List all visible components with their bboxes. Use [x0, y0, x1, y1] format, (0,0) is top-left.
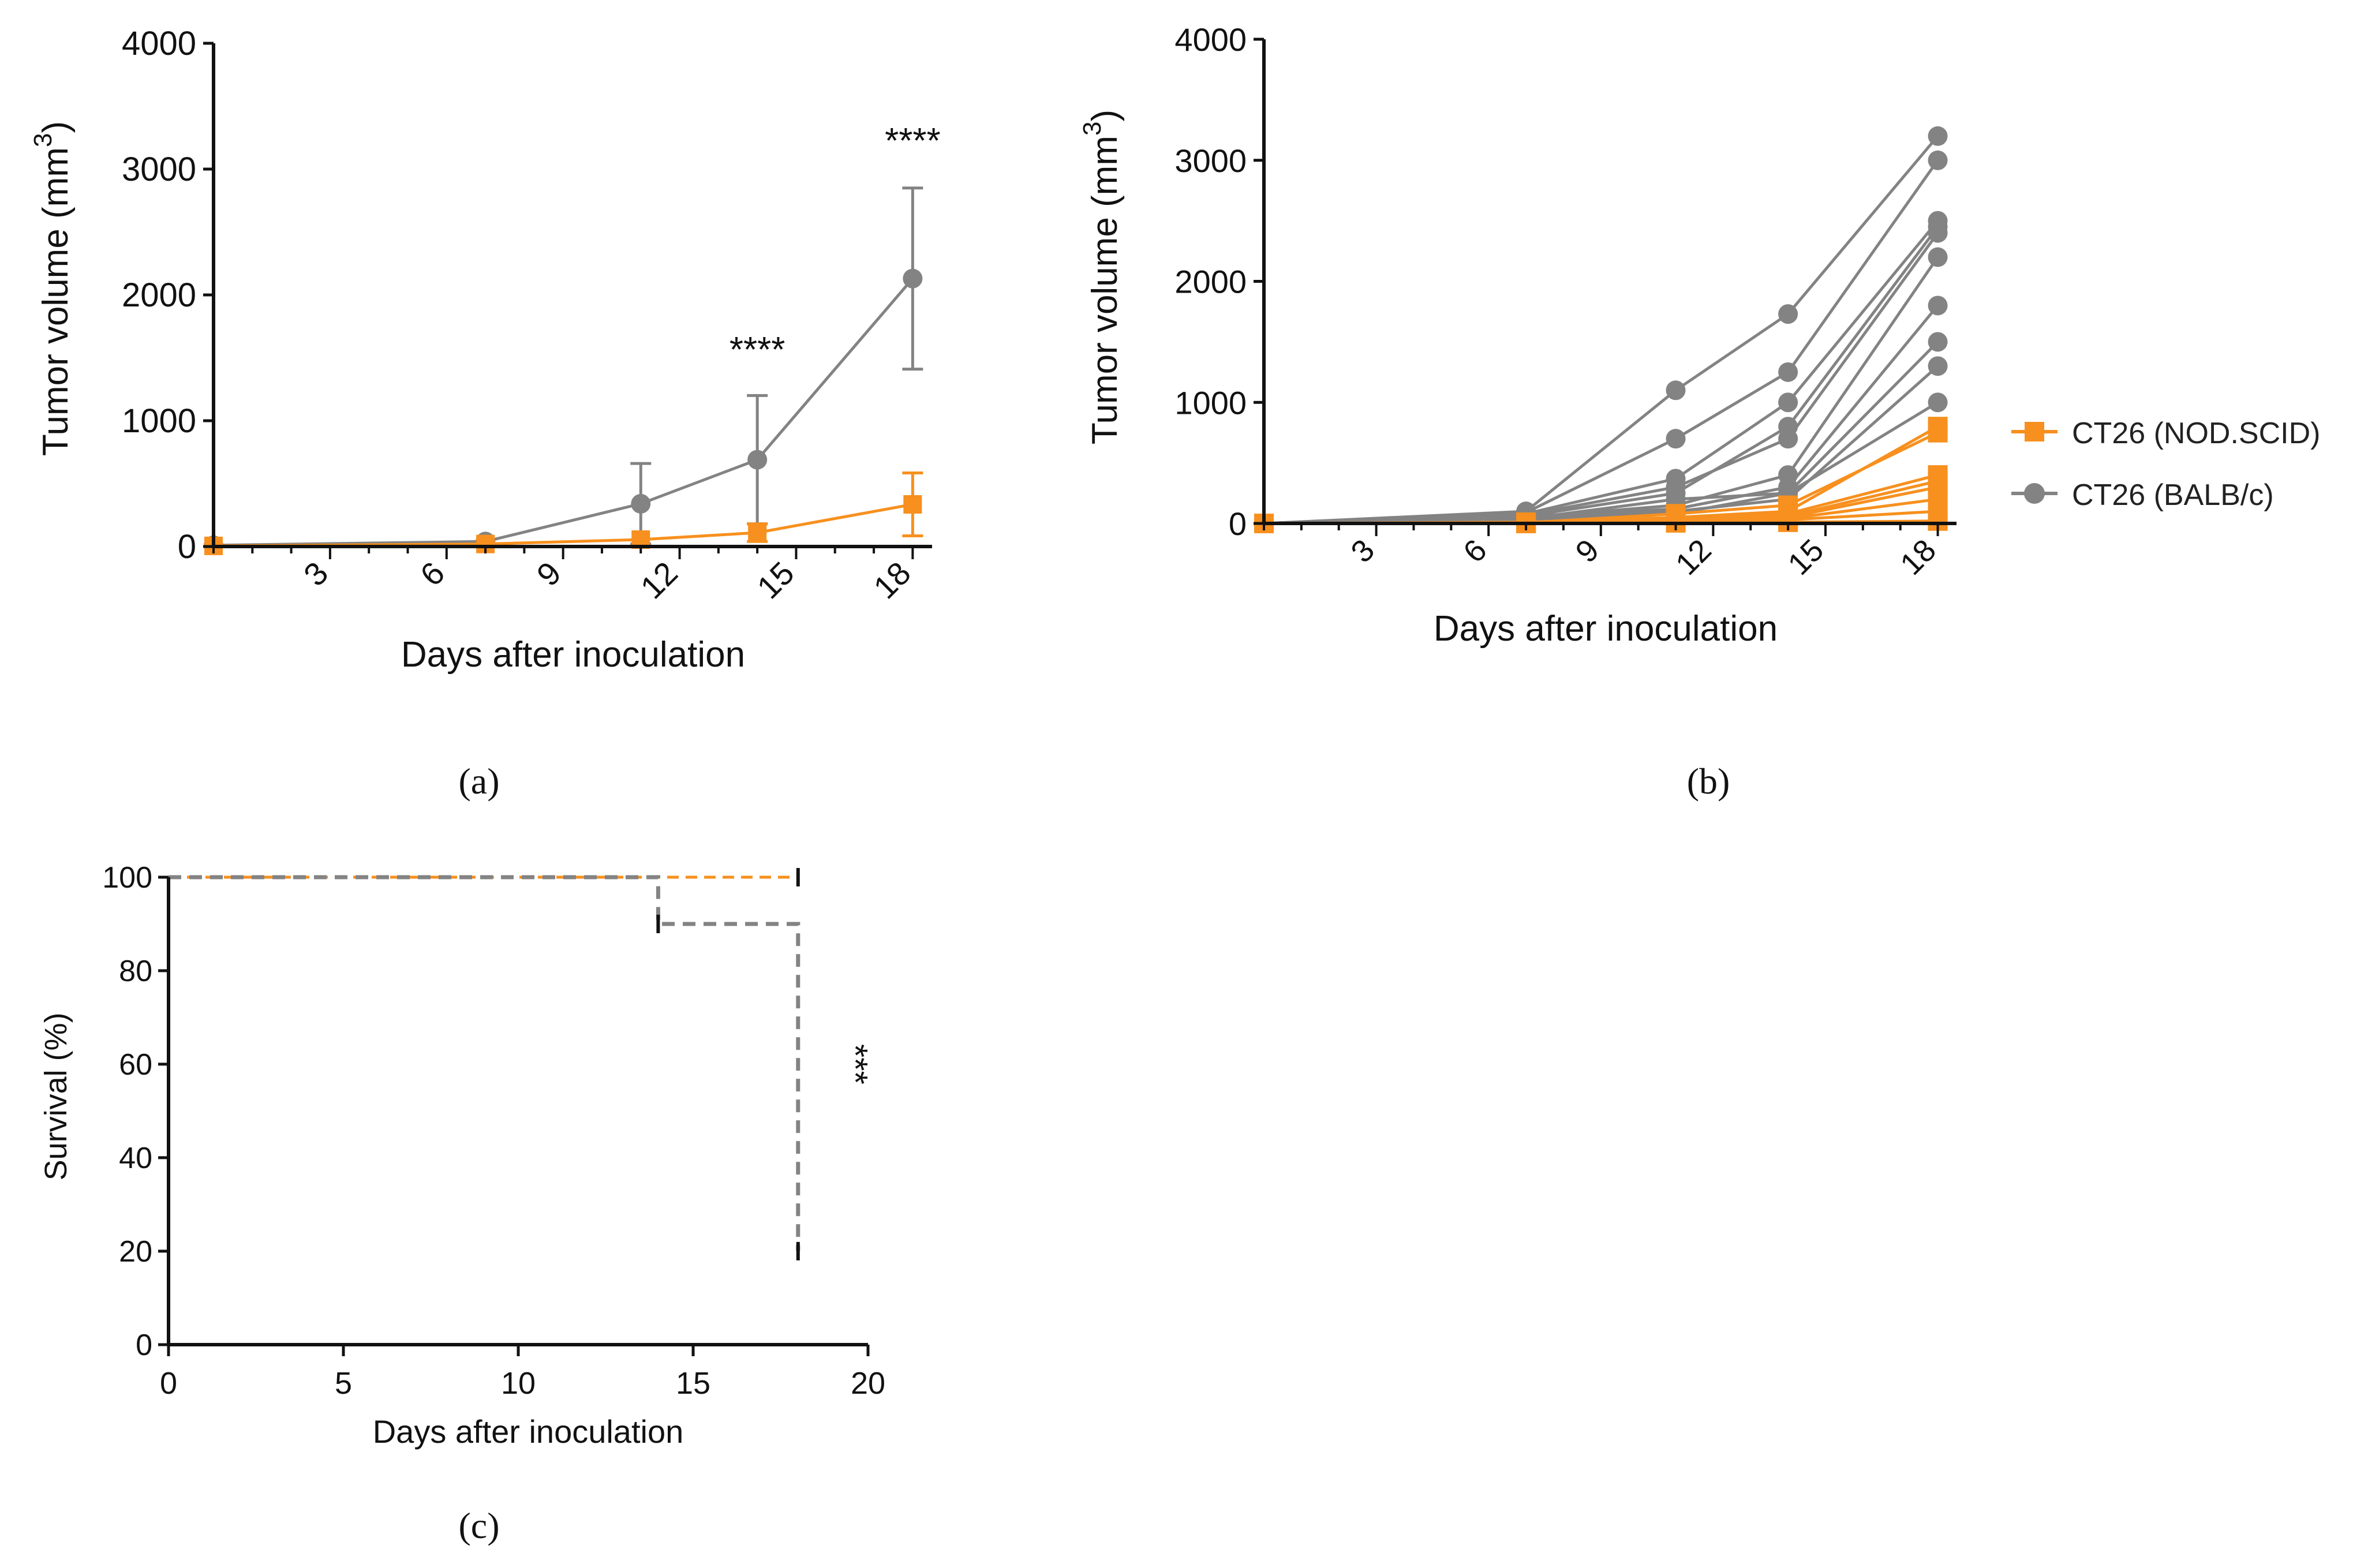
panel-b-balb-c-point — [1928, 126, 1948, 146]
panel-a-data-point — [748, 523, 767, 542]
panel-b-balb-c-point — [1778, 304, 1798, 324]
panel-a-data-point — [903, 495, 922, 514]
panel-a-y-tick-label: 1000 — [122, 402, 196, 440]
panel-c-y-axis-title: Survival (%) — [39, 1012, 73, 1180]
panel-c-y-tick-label: 80 — [119, 955, 152, 988]
panel-a-x-tick-label: 3 — [297, 555, 335, 593]
panel-b-x-tick-label: 6 — [1457, 533, 1494, 570]
legend-item-nod-scid: CT26 (NOD.SCID) — [2011, 417, 2320, 450]
panel-a-label: (a) — [458, 761, 499, 802]
panel-a-y-tick-label: 3000 — [122, 151, 196, 188]
panel-b-x-axis-title: Days after inoculation — [1434, 609, 1778, 649]
panel-a-y-axis-title: Tumor volume (mm3) — [29, 121, 76, 456]
panel-b-y-tick-label: 0 — [1229, 506, 1247, 542]
panel-a-x-tick-label: 12 — [633, 555, 684, 606]
panel-c-x-axis-title: Days after inoculation — [373, 1413, 684, 1450]
panel-a-y-tick-label: 2000 — [122, 276, 196, 314]
panel-a-x-axis-title: Days after inoculation — [401, 635, 745, 675]
panel-b-balb-c-point — [1928, 150, 1948, 170]
panel-a-significance-label: **** — [730, 330, 785, 370]
legend-square-marker — [2025, 422, 2044, 441]
panel-b-balb-c-point — [1928, 217, 1948, 237]
panel-c-y-tick-label: 20 — [119, 1235, 152, 1268]
panel-c-survival-curve-1 — [169, 875, 800, 1251]
panel-b-nod-scid-point — [1928, 422, 1948, 443]
panel-b-balb-c-line — [1263, 304, 1939, 525]
panel-a-data-point — [631, 493, 651, 514]
legend-label-nod-scid: CT26 (NOD.SCID) — [2072, 417, 2320, 450]
panel-a-significance-label: **** — [885, 121, 941, 161]
panel-b-x-tick-label: 15 — [1782, 533, 1831, 582]
panel-c-x-tick-label: 15 — [676, 1366, 710, 1401]
panel-b-balb-c-point — [1666, 380, 1686, 401]
panel-a-x-tick-label: 9 — [530, 555, 568, 593]
panel-b-y-tick-label: 4000 — [1174, 21, 1247, 58]
panel-a-series-line-1 — [213, 503, 913, 548]
panel-c-y-tick-label: 40 — [119, 1142, 152, 1175]
panel-b-x-tick-label: 12 — [1669, 533, 1718, 582]
panel-a-data-point — [747, 450, 768, 470]
panel-b-y-axis-title: Tumor volume (mm3) — [1078, 110, 1125, 444]
panel-c-x-tick-label: 5 — [335, 1366, 352, 1401]
panel-c-x-tick-label: 0 — [160, 1366, 177, 1401]
panel-a-y-tick-label: 4000 — [122, 25, 196, 62]
panel-b-x-tick-label: 18 — [1894, 533, 1943, 582]
panel-a-series-line-0 — [213, 278, 914, 547]
panel-b-x-tick-label: 3 — [1344, 533, 1381, 570]
panel-c-y-tick-label: 100 — [102, 861, 152, 895]
panel-b-balb-c-point — [1928, 247, 1948, 267]
panel-c-x-tick-label: 10 — [501, 1366, 536, 1401]
panel-b-x-tick-label: 9 — [1569, 533, 1606, 570]
panel-b-balb-c-point — [1928, 392, 1948, 413]
legend-circle-marker — [2024, 483, 2045, 504]
panel-b-chart: 0 1000 2000 3000 4000 3 6 9 12 15 18 Tumor volume … — [1078, 21, 2320, 802]
panel-c-chart: *** 0 20 40 60 80 100 0 5 10 15 20 Survival (%) Da… — [39, 861, 885, 1546]
panel-b-balb-c-line — [1263, 226, 1939, 525]
panel-c-y-tick-label: 0 — [136, 1329, 152, 1362]
panel-a-y-tick-label: 0 — [178, 528, 196, 566]
panel-b-label: (b) — [1687, 761, 1730, 802]
panel-c-x-tick-label: 20 — [851, 1366, 885, 1401]
panel-b-y-tick-label: 3000 — [1174, 143, 1247, 179]
panel-a-x-tick-label: 18 — [866, 555, 918, 606]
panel-b-balb-c-point — [1778, 362, 1798, 382]
panel-c-significance-label: *** — [836, 1044, 875, 1084]
panel-c-label: (c) — [458, 1505, 499, 1546]
panel-b-balb-c-point — [1778, 417, 1798, 437]
panel-a-data-point — [903, 268, 923, 289]
panel-b-balb-c-point — [1928, 356, 1948, 376]
panel-b-balb-c-point — [1928, 332, 1948, 352]
panel-b-balb-c-point — [1778, 392, 1798, 413]
panel-a-chart: **** **** 0 1000 2000 3000 4000 3 6 9 12 15 18 Tumo… — [29, 25, 941, 802]
panel-a-x-tick-label: 15 — [750, 555, 801, 606]
panel-c-y-tick-label: 60 — [119, 1048, 152, 1081]
legend-label-balb-c: CT26 (BALB/c) — [2072, 478, 2274, 512]
panel-b-balb-c-point — [1666, 429, 1686, 449]
panel-b-y-tick-label: 1000 — [1174, 384, 1247, 421]
panel-b-balb-c-point — [1928, 295, 1948, 316]
panel-b-legend: CT26 (NOD.SCID) CT26 (BALB/c) — [2011, 417, 2320, 512]
panel-a-x-tick-label: 6 — [413, 555, 452, 593]
legend-item-balb-c: CT26 (BALB/c) — [2011, 478, 2274, 512]
panel-b-balb-c-line — [1263, 232, 1939, 525]
panel-b-y-tick-label: 2000 — [1174, 264, 1247, 300]
